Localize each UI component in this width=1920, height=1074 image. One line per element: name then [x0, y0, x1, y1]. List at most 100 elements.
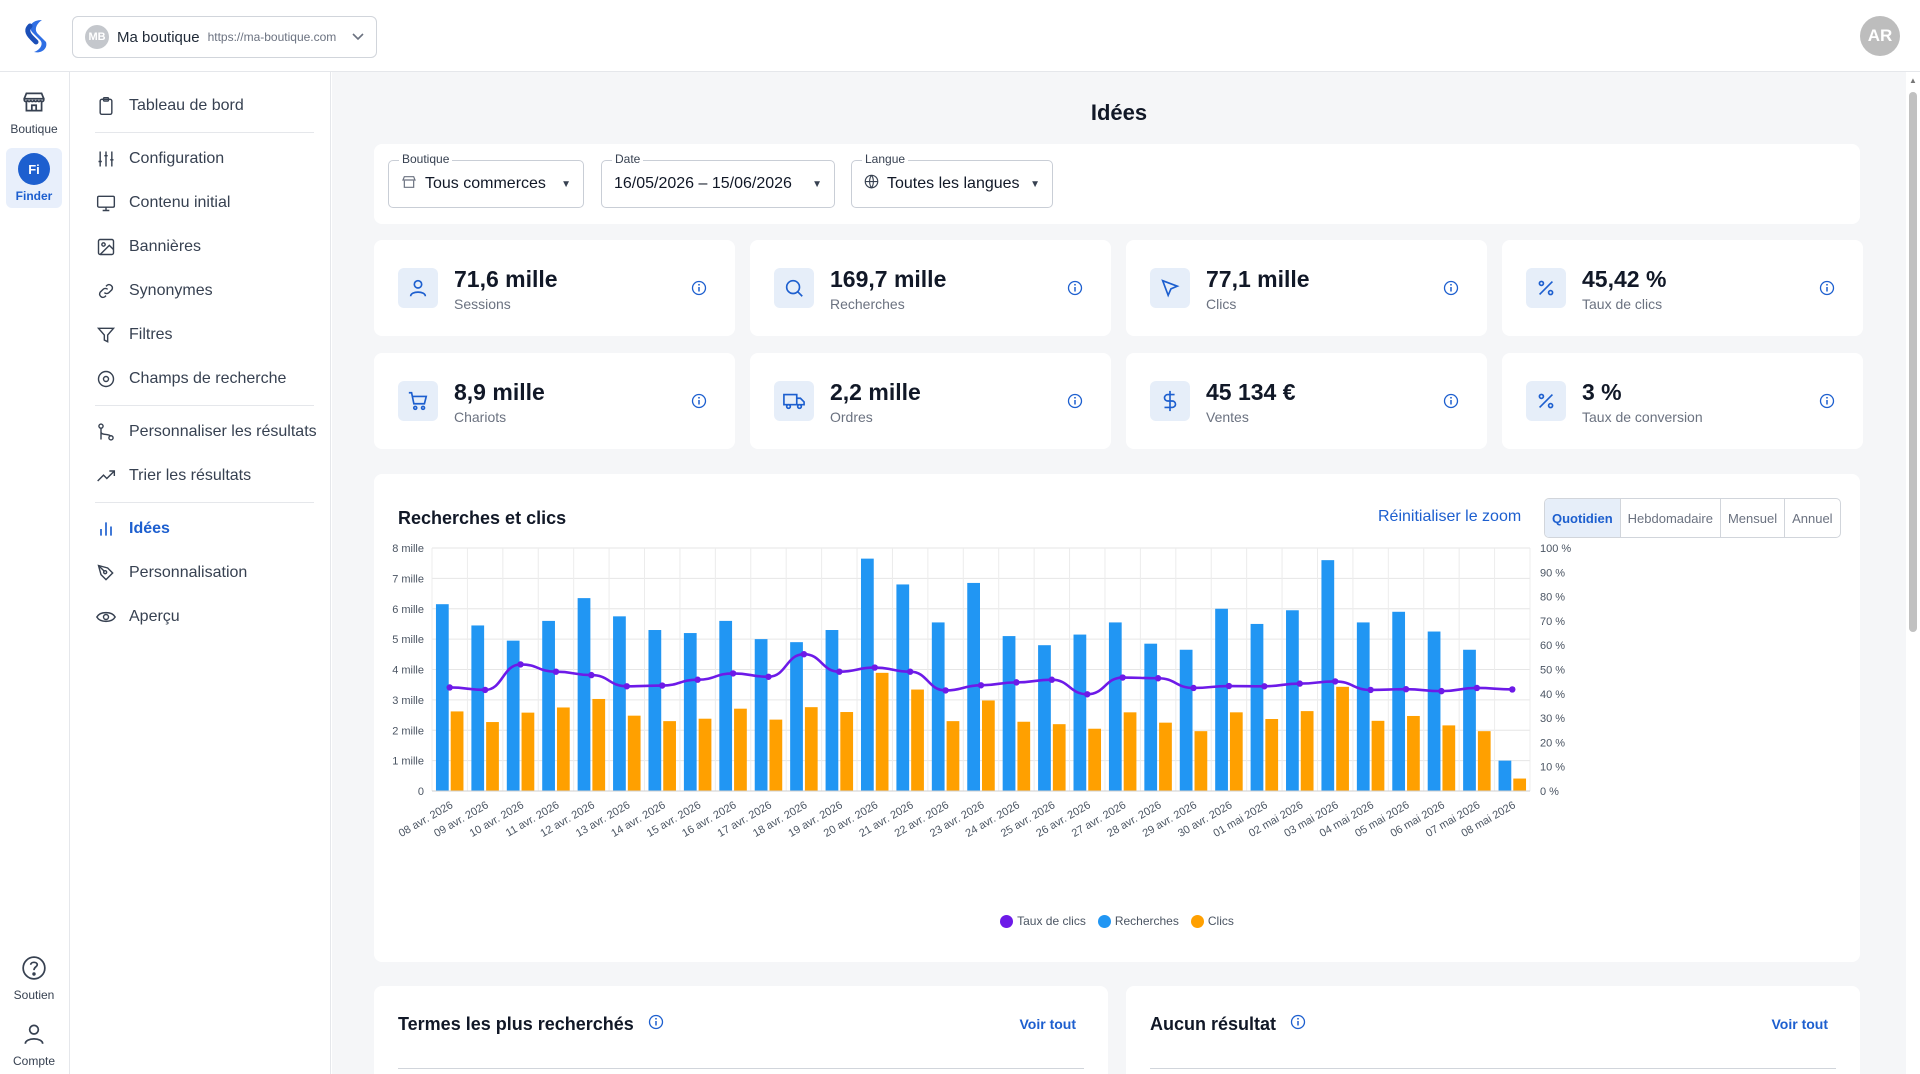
- voir-tout-link[interactable]: Voir tout: [1771, 1016, 1828, 1032]
- bar-clics: [1123, 712, 1137, 791]
- langue-select[interactable]: Langue Toutes les langues ▼: [851, 152, 1053, 208]
- rail-item-boutique[interactable]: Boutique: [6, 82, 62, 142]
- bar-clics: [486, 722, 499, 791]
- divider: [398, 1068, 1084, 1069]
- nav-item-personnalisation[interactable]: Personnalisation: [71, 551, 330, 595]
- rail-item-soutien[interactable]: Soutien: [6, 948, 62, 1008]
- rail-label-boutique: Boutique: [10, 121, 58, 136]
- bar-clics: [946, 721, 960, 791]
- info-icon[interactable]: [1290, 1014, 1306, 1035]
- bar-clics: [804, 707, 818, 791]
- nav-item-idees[interactable]: Idées: [71, 507, 330, 551]
- nav-item-trier-resultats[interactable]: Trier les résultats: [71, 454, 330, 498]
- page-scrollbar[interactable]: ▲: [1906, 72, 1920, 1074]
- kpi-card-taux-de-clics: 45,42 % Taux de clics: [1502, 240, 1863, 336]
- nav-item-synonymes[interactable]: Synonymes: [71, 269, 330, 313]
- boutique-select-value: Tous commerces: [425, 175, 546, 192]
- y-left-tick-label: 5 mille: [392, 634, 424, 646]
- nav-item-tableau-de-bord[interactable]: Tableau de bord: [71, 84, 330, 128]
- info-icon[interactable]: [1443, 393, 1459, 409]
- no-results-card: Aucun résultat Voir tout: [1126, 986, 1860, 1074]
- period-tab-mensuel[interactable]: Mensuel: [1721, 499, 1786, 537]
- scrollbar-thumb[interactable]: [1909, 92, 1917, 632]
- legend-label: Clics: [1207, 914, 1234, 928]
- nav-label: Configuration: [129, 150, 225, 167]
- caret-down-icon: ▼: [1030, 178, 1040, 190]
- info-icon[interactable]: [1443, 280, 1459, 296]
- bar-clics: [1052, 724, 1066, 791]
- kpi-card-sessions: 71,6 mille Sessions: [374, 240, 735, 336]
- globe-icon: [864, 174, 879, 194]
- date-range-select[interactable]: Date 16/05/2026 – 15/06/2026 ▼: [601, 152, 835, 208]
- bar-recherches: [896, 584, 910, 791]
- app-rail: Boutique Fi Finder Soutien Compte: [0, 72, 70, 1074]
- kpi-value: 8,9 mille: [454, 379, 545, 405]
- nav-label: Aperçu: [129, 608, 180, 625]
- nav-item-filtres[interactable]: Filtres: [71, 313, 330, 357]
- nav-item-configuration[interactable]: Configuration: [71, 137, 330, 181]
- top-searches-title: Termes les plus recherchés: [398, 1014, 634, 1034]
- store-icon: [401, 174, 417, 195]
- shop-selector[interactable]: MB Ma boutique https://ma-boutique.com: [72, 16, 377, 58]
- legend-item-clics[interactable]: Clics: [1190, 914, 1234, 928]
- info-icon[interactable]: [691, 280, 707, 296]
- image-icon: [95, 236, 117, 258]
- nav-label: Champs de recherche: [129, 370, 287, 387]
- langue-select-label: Langue: [862, 152, 909, 166]
- kpi-label: Chariots: [454, 409, 507, 425]
- top-bar: MB Ma boutique https://ma-boutique.com A…: [0, 0, 1920, 72]
- point-taux-de-clics: [1331, 678, 1339, 685]
- monitor-icon: [95, 192, 117, 214]
- bar-clics: [1159, 722, 1172, 791]
- nav-item-contenu-initial[interactable]: Contenu initial: [71, 181, 330, 225]
- period-tab-hebdomadaire[interactable]: Hebdomadaire: [1621, 499, 1721, 537]
- app-logo[interactable]: [20, 16, 52, 61]
- period-tab-quotidien[interactable]: Quotidien: [1545, 499, 1621, 537]
- kpi-value: 169,7 mille: [830, 266, 947, 292]
- bar-recherches: [1215, 608, 1228, 791]
- rail-label-soutien: Soutien: [13, 987, 55, 1002]
- legend-item-recherches[interactable]: Recherches: [1097, 914, 1179, 928]
- voir-tout-link[interactable]: Voir tout: [1019, 1016, 1076, 1032]
- boutique-select[interactable]: Boutique Tous commerces ▼: [388, 152, 584, 208]
- info-icon[interactable]: [1819, 280, 1835, 296]
- nav-item-personnaliser-resultats[interactable]: Personnaliser les résultats: [71, 410, 330, 454]
- searches-clicks-chart[interactable]: 0 1 mille 2 mille 3 mille 4 mille 5 mille 6 mi…: [374, 540, 1860, 910]
- nav-item-apercu[interactable]: Aperçu: [71, 595, 330, 639]
- bar-recherches: [1392, 611, 1406, 791]
- chevron-down-icon: [352, 30, 364, 44]
- user-avatar[interactable]: AR: [1860, 16, 1900, 56]
- point-taux-de-clics: [1473, 684, 1481, 692]
- rail-item-compte[interactable]: Compte: [6, 1014, 62, 1074]
- bar-clics: [1442, 725, 1456, 791]
- bar-clics: [1300, 711, 1314, 791]
- y-right-tick-label: 20 %: [1540, 737, 1565, 749]
- point-taux-de-clics: [1402, 685, 1410, 693]
- bar-clics: [521, 712, 535, 791]
- info-icon[interactable]: [1067, 393, 1083, 409]
- bar-recherches: [1144, 643, 1158, 791]
- rail-item-finder[interactable]: Fi Finder: [6, 148, 62, 208]
- info-icon[interactable]: [1067, 280, 1083, 296]
- info-icon[interactable]: [691, 393, 707, 409]
- y-right-tick-label: 80 %: [1540, 592, 1565, 604]
- bar-clics: [1017, 721, 1031, 791]
- bar-recherches: [1286, 610, 1299, 791]
- nav-label: Synonymes: [129, 282, 213, 299]
- nav-item-champs-de-recherche[interactable]: Champs de recherche: [71, 357, 330, 401]
- rail-label-compte: Compte: [12, 1053, 56, 1068]
- kpi-card-chariots: 8,9 mille Chariots: [374, 353, 735, 449]
- scroll-up-arrow-icon[interactable]: ▲: [1909, 76, 1917, 85]
- nav-item-bannieres[interactable]: Bannières: [71, 225, 330, 269]
- info-icon[interactable]: [1819, 393, 1835, 409]
- kpi-value: 71,6 mille: [454, 266, 558, 292]
- kpi-label: Recherches: [830, 296, 905, 312]
- bar-clics: [627, 715, 641, 791]
- y-right-tick-label: 100 %: [1540, 543, 1571, 555]
- y-left-tick-label: 0: [418, 786, 424, 798]
- bar-clics: [734, 708, 747, 791]
- legend-item-taux-de-clics[interactable]: Taux de clics: [1000, 914, 1086, 928]
- period-tab-annuel[interactable]: Annuel: [1792, 510, 1833, 526]
- reset-zoom-link[interactable]: Réinitialiser le zoom: [1378, 508, 1522, 525]
- info-icon[interactable]: [648, 1014, 664, 1035]
